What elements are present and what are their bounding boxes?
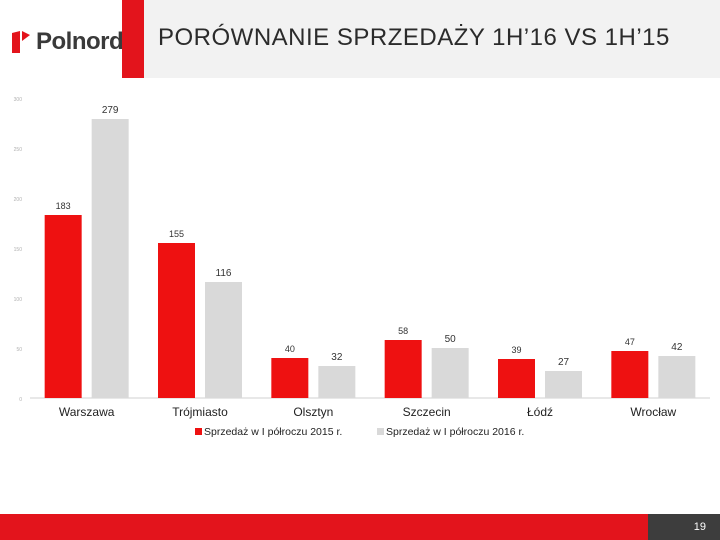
slide-title: PORÓWNANIE SPRZEDAŻY 1H’16 VS 1H’15: [158, 24, 670, 51]
data-label: 279: [102, 105, 119, 116]
data-label: 27: [558, 357, 570, 368]
category-label: Łódź: [527, 405, 553, 419]
data-label: 183: [56, 201, 71, 211]
data-label: 50: [445, 334, 457, 345]
category-label: Olsztyn: [293, 405, 333, 419]
data-label: 58: [398, 326, 408, 336]
data-label: 42: [671, 342, 683, 353]
bar-2016: [431, 348, 469, 398]
category-label: Trójmiasto: [172, 405, 228, 419]
page-number: 19: [648, 514, 720, 540]
data-label: 39: [511, 345, 521, 355]
y-tick-label: 300: [14, 97, 23, 103]
bar-2016: [658, 356, 696, 398]
logo-text: Polnord: [36, 28, 124, 55]
bar-2016: [318, 366, 356, 398]
polnord-logo: Polnord: [10, 26, 124, 58]
data-label: 32: [331, 352, 343, 363]
legend-swatch: [195, 428, 202, 435]
bar-2015: [271, 358, 309, 398]
slide-footer: 19: [0, 514, 720, 540]
data-label: 47: [625, 337, 635, 347]
legend-label: Sprzedaż w I półroczu 2016 r.: [386, 426, 524, 438]
y-tick-label: 0: [19, 397, 22, 403]
bar-2015: [611, 351, 649, 398]
bar-2016: [205, 282, 242, 398]
category-label: Wrocław: [630, 405, 676, 419]
bar-2015: [498, 359, 535, 398]
data-label: 155: [169, 229, 184, 239]
y-tick-label: 200: [14, 197, 23, 203]
slide-header: Polnord PORÓWNANIE SPRZEDAŻY 1H’16 VS 1H…: [0, 0, 720, 78]
legend-label: Sprzedaż w I półroczu 2015 r.: [204, 426, 342, 438]
category-label: Szczecin: [403, 405, 451, 419]
header-accent-bar: [122, 0, 144, 78]
bar-2015: [44, 215, 82, 398]
data-label: 40: [285, 344, 295, 354]
y-tick-label: 150: [14, 247, 23, 253]
bar-2016: [545, 371, 582, 398]
bar-2015: [158, 243, 195, 398]
sales-comparison-bar-chart: 0 50 100 150 200 250 300 183 279 Warszawa 155 116 Tr…: [14, 97, 710, 438]
title-band: [144, 0, 720, 78]
y-tick-label: 100: [14, 297, 23, 303]
logo-mark-icon: [12, 31, 30, 53]
bar-2016: [91, 119, 129, 398]
category-label: Warszawa: [59, 405, 115, 419]
bar-2015: [384, 340, 422, 398]
y-tick-label: 50: [16, 347, 22, 353]
y-tick-label: 250: [14, 147, 23, 153]
legend-swatch: [377, 428, 384, 435]
data-label: 116: [216, 268, 232, 279]
